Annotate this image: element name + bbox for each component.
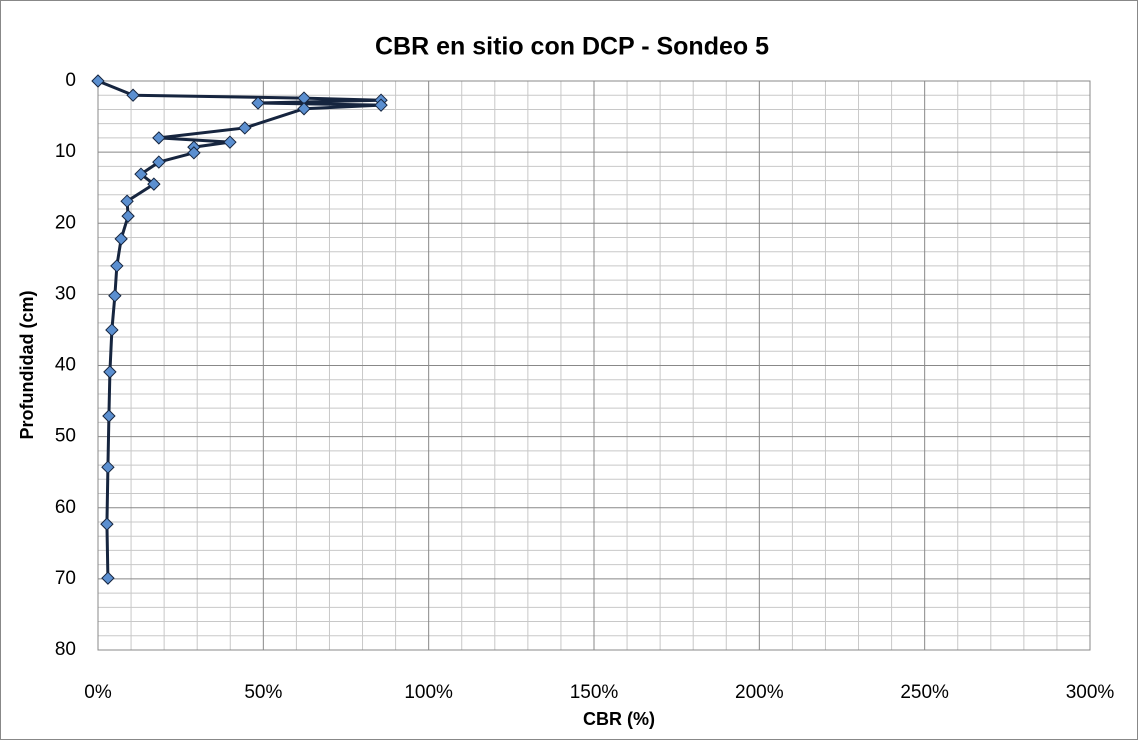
data-point [374,98,388,112]
y-tick-label: 40 [55,355,76,376]
y-tick-label: 30 [55,283,76,304]
x-tick-label: 50% [244,682,282,703]
data-point [105,323,119,337]
x-tick-label: 0% [84,682,112,703]
data-point [223,135,237,149]
x-tick-label: 150% [570,682,619,703]
y-tick-label: 20 [55,212,76,233]
data-point [101,571,115,585]
data-point [91,74,105,88]
data-point [102,409,116,423]
data-point [251,96,265,110]
y-tick-label: 70 [55,568,76,589]
data-point [187,146,201,160]
data-point [152,155,166,169]
chart-title: CBR en sitio con DCP - Sondeo 5 [375,33,769,61]
x-tick-label: 300% [1066,682,1115,703]
data-point [147,177,161,191]
data-point [297,102,311,116]
y-tick-label: 80 [55,639,76,660]
data-point [238,121,252,135]
y-tick-label: 10 [55,141,76,162]
data-point [134,167,148,181]
y-tick-label: 0 [65,70,76,91]
x-tick-label: 100% [404,682,453,703]
plot-border [97,80,1091,651]
data-point [108,289,122,303]
data-point [101,460,115,474]
data-point [100,517,114,531]
y-tick-label: 60 [55,497,76,518]
data-point [120,194,134,208]
y-tick-label: 50 [55,426,76,447]
data-point [152,131,166,145]
data-point [103,365,117,379]
x-axis-label: CBR (%) [583,709,655,729]
x-tick-label: 250% [900,682,949,703]
data-point [114,232,128,246]
x-tick-label: 200% [735,682,784,703]
data-point [110,259,124,273]
data-point [121,209,135,223]
series-line [97,79,383,579]
y-axis-label: Profundidad (cm) [17,291,37,440]
data-point [126,88,140,102]
